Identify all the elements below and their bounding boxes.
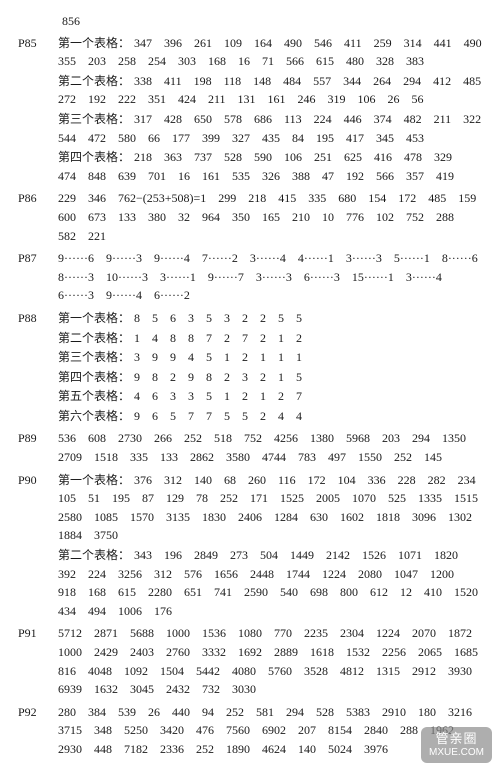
block-body: 9······6 9······3 9······4 7······2 3···… (58, 249, 482, 306)
page-label: P86 (18, 189, 58, 246)
section-row: 5712 2871 5688 1000 1536 1080 770 2235 2… (58, 624, 482, 698)
section-lede: 第四个表格： (58, 370, 130, 384)
section-row: 第二个表格：343 196 2849 273 504 1449 2142 152… (58, 546, 482, 620)
orphan-line: 856 (18, 12, 482, 31)
section-row: 第六个表格： 9 6 5 7 7 5 5 2 4 4 (58, 407, 482, 426)
section-values: 1 4 8 8 7 2 7 2 1 2 (134, 331, 302, 345)
section-row: 第四个表格： 9 8 2 9 8 2 3 2 1 5 (58, 368, 482, 387)
section-values: 536 608 2730 266 252 518 752 4256 1380 5… (58, 431, 478, 464)
section-lede: 第二个表格： (58, 331, 130, 345)
section-row: 229 346 762−(253+508)=1 299 218 415 335 … (58, 189, 482, 245)
block-body: 229 346 762−(253+508)=1 299 218 415 335 … (58, 189, 482, 246)
answer-block: P879······6 9······3 9······4 7······2 3… (18, 249, 482, 306)
watermark-bottom: MXUE.COM (429, 747, 484, 759)
page-label: P85 (18, 34, 58, 187)
block-body: 第一个表格：376 312 140 68 260 116 172 104 336… (58, 471, 482, 622)
answer-block: P88第一个表格： 8 5 6 3 5 3 2 2 5 5 第二个表格： 1 4 8 … (18, 309, 482, 427)
page-label: P88 (18, 309, 58, 427)
section-row: 第一个表格：376 312 140 68 260 116 172 104 336… (58, 471, 482, 545)
block-body: 第一个表格：347 396 261 109 164 490 546 411 25… (58, 34, 482, 187)
answer-block: P89536 608 2730 266 252 518 752 4256 138… (18, 429, 482, 467)
section-row: 第二个表格： 1 4 8 8 7 2 7 2 1 2 (58, 329, 482, 348)
section-lede: 第三个表格： (58, 350, 130, 364)
section-row: 第三个表格：317 428 650 578 686 113 224 446 37… (58, 110, 482, 147)
section-row: 第三个表格： 3 9 9 4 5 1 2 1 1 1 (58, 348, 482, 367)
section-values: 229 346 762−(253+508)=1 299 218 415 335 … (58, 191, 488, 242)
block-body: 第一个表格： 8 5 6 3 5 3 2 2 5 5 第二个表格： 1 4 8 8 7… (58, 309, 482, 427)
block-body: 5712 2871 5688 1000 1536 1080 770 2235 2… (58, 624, 482, 699)
section-lede: 第六个表格： (58, 409, 130, 423)
section-values: 5712 2871 5688 1000 1536 1080 770 2235 2… (58, 626, 490, 696)
section-row: 第一个表格： 8 5 6 3 5 3 2 2 5 5 (58, 309, 482, 328)
section-values: 9 6 5 7 7 5 5 2 4 4 (134, 409, 302, 423)
section-row: 第二个表格：338 411 198 118 148 484 557 344 26… (58, 72, 482, 109)
section-values: 8 5 6 3 5 3 2 2 5 5 (134, 311, 302, 325)
section-row: 9······6 9······3 9······4 7······2 3···… (58, 249, 482, 305)
answer-block: P90第一个表格：376 312 140 68 260 116 172 104 … (18, 471, 482, 622)
section-values: 9······6 9······3 9······4 7······2 3···… (58, 251, 490, 302)
section-lede: 第四个表格： (58, 150, 130, 164)
section-lede: 第一个表格： (58, 473, 130, 487)
answer-block: P915712 2871 5688 1000 1536 1080 770 223… (18, 624, 482, 699)
block-body: 536 608 2730 266 252 518 752 4256 1380 5… (58, 429, 482, 467)
watermark-top: 管亲圈 (435, 731, 477, 747)
answer-block: P92280 384 539 26 440 94 252 581 294 528… (18, 703, 482, 760)
answer-block: P85第一个表格：347 396 261 109 164 490 546 411… (18, 34, 482, 187)
answer-block: P86229 346 762−(253+508)=1 299 218 415 3… (18, 189, 482, 246)
section-row: 280 384 539 26 440 94 252 581 294 528 53… (58, 703, 482, 759)
block-body: 280 384 539 26 440 94 252 581 294 528 53… (58, 703, 482, 760)
section-lede: 第三个表格： (58, 112, 130, 126)
section-row: 第四个表格：218 363 737 528 590 106 251 625 41… (58, 148, 482, 185)
section-values: 9 8 2 9 8 2 3 2 1 5 (134, 370, 302, 384)
page-label: P89 (18, 429, 58, 467)
section-lede: 第一个表格： (58, 311, 130, 325)
section-row: 第五个表格： 4 6 3 3 5 1 2 1 2 7 (58, 387, 482, 406)
section-lede: 第一个表格： (58, 36, 130, 50)
page-label: P92 (18, 703, 58, 760)
section-values: 4 6 3 3 5 1 2 1 2 7 (134, 389, 302, 403)
section-values: 3 9 9 4 5 1 2 1 1 1 (134, 350, 302, 364)
section-row: 536 608 2730 266 252 518 752 4256 1380 5… (58, 429, 482, 466)
watermark-badge: 管亲圈 MXUE.COM (421, 727, 492, 763)
page-label: P91 (18, 624, 58, 699)
section-row: 第一个表格：347 396 261 109 164 490 546 411 25… (58, 34, 482, 71)
section-lede: 第五个表格： (58, 389, 130, 403)
section-lede: 第二个表格： (58, 74, 130, 88)
page-label: P90 (18, 471, 58, 622)
page-label: P87 (18, 249, 58, 306)
section-lede: 第二个表格： (58, 548, 130, 562)
